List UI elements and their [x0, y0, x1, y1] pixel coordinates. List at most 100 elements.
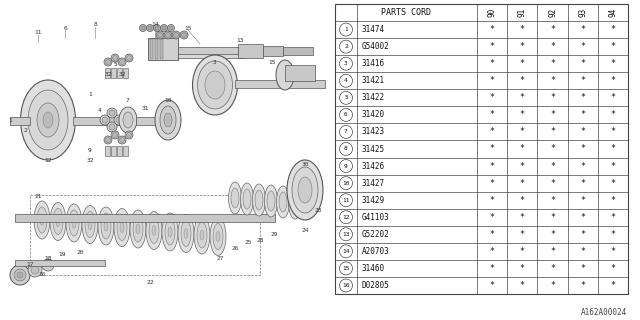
Text: 32: 32 [104, 73, 112, 77]
Ellipse shape [114, 209, 130, 246]
Circle shape [106, 60, 111, 65]
Text: *: * [580, 213, 585, 222]
Text: 12: 12 [342, 215, 349, 220]
Circle shape [162, 26, 166, 30]
Text: 31: 31 [141, 106, 148, 110]
Text: *: * [611, 247, 616, 256]
Text: *: * [580, 59, 585, 68]
Circle shape [116, 117, 122, 123]
Bar [117, 146, 122, 156]
Ellipse shape [20, 80, 76, 160]
Circle shape [111, 131, 119, 139]
Ellipse shape [72, 218, 76, 228]
Circle shape [31, 266, 39, 274]
Text: 19: 19 [58, 252, 66, 258]
Text: 32: 32 [86, 157, 93, 163]
Text: *: * [550, 42, 555, 51]
Ellipse shape [276, 60, 294, 90]
Text: 1: 1 [88, 92, 92, 98]
Text: 31423: 31423 [362, 127, 385, 136]
Circle shape [154, 25, 161, 31]
Text: *: * [580, 145, 585, 154]
Text: 31422: 31422 [362, 93, 385, 102]
Text: 3: 3 [344, 61, 348, 66]
Text: *: * [520, 264, 525, 273]
Circle shape [118, 58, 126, 66]
Text: 1: 1 [8, 117, 12, 123]
Ellipse shape [213, 223, 223, 250]
Text: *: * [490, 42, 495, 51]
Circle shape [339, 108, 353, 121]
Text: 4: 4 [344, 78, 348, 83]
Ellipse shape [231, 188, 239, 208]
Text: *: * [490, 145, 495, 154]
Text: *: * [550, 93, 555, 102]
Text: 9: 9 [88, 148, 92, 153]
Ellipse shape [197, 222, 207, 248]
Bar [111, 146, 116, 156]
Ellipse shape [136, 224, 140, 234]
Text: *: * [611, 179, 616, 188]
Text: 18: 18 [44, 255, 52, 260]
Ellipse shape [160, 106, 176, 134]
Ellipse shape [198, 61, 232, 109]
Text: 3: 3 [213, 60, 217, 65]
Text: *: * [520, 281, 525, 290]
Text: 91: 91 [518, 8, 527, 17]
Ellipse shape [193, 55, 237, 115]
Bar [283, 47, 313, 55]
Text: *: * [611, 230, 616, 239]
Text: 4: 4 [98, 108, 102, 113]
Ellipse shape [168, 227, 172, 237]
Text: *: * [550, 264, 555, 273]
Circle shape [164, 31, 172, 39]
Text: A20703: A20703 [362, 247, 390, 256]
Text: *: * [520, 110, 525, 119]
Bar [123, 68, 128, 78]
Text: *: * [611, 42, 616, 51]
Text: *: * [611, 93, 616, 102]
Text: 31460: 31460 [362, 264, 385, 273]
Text: *: * [520, 162, 525, 171]
Bar [160, 39, 163, 59]
Circle shape [339, 245, 353, 258]
Text: 7: 7 [126, 98, 130, 102]
Text: 29: 29 [270, 233, 278, 237]
Text: 15: 15 [184, 26, 192, 30]
Ellipse shape [88, 220, 92, 229]
Text: *: * [520, 25, 525, 34]
Text: 32: 32 [118, 73, 125, 77]
Circle shape [104, 58, 112, 66]
Text: 92: 92 [548, 8, 557, 17]
Circle shape [107, 108, 117, 118]
Text: *: * [490, 179, 495, 188]
Text: 2: 2 [23, 127, 27, 132]
Text: *: * [490, 93, 495, 102]
Text: *: * [580, 110, 585, 119]
Circle shape [141, 26, 145, 30]
Text: 14: 14 [342, 249, 349, 254]
Text: *: * [520, 196, 525, 205]
Circle shape [127, 55, 131, 60]
Text: G41103: G41103 [362, 213, 390, 222]
Circle shape [339, 228, 353, 241]
Text: *: * [611, 264, 616, 273]
Text: 23: 23 [314, 207, 322, 212]
Bar [15, 260, 105, 266]
Bar [123, 146, 128, 156]
Text: 7: 7 [344, 130, 348, 134]
Circle shape [339, 125, 353, 139]
Text: 5: 5 [344, 95, 348, 100]
Ellipse shape [216, 231, 220, 242]
Text: 24: 24 [301, 228, 308, 233]
Text: *: * [611, 196, 616, 205]
Ellipse shape [130, 210, 146, 248]
Ellipse shape [210, 218, 226, 255]
Ellipse shape [184, 228, 188, 238]
Text: *: * [611, 281, 616, 290]
Text: *: * [490, 281, 495, 290]
Bar [15, 214, 275, 222]
Ellipse shape [292, 167, 318, 213]
Text: *: * [550, 110, 555, 119]
Text: D02805: D02805 [362, 281, 390, 290]
